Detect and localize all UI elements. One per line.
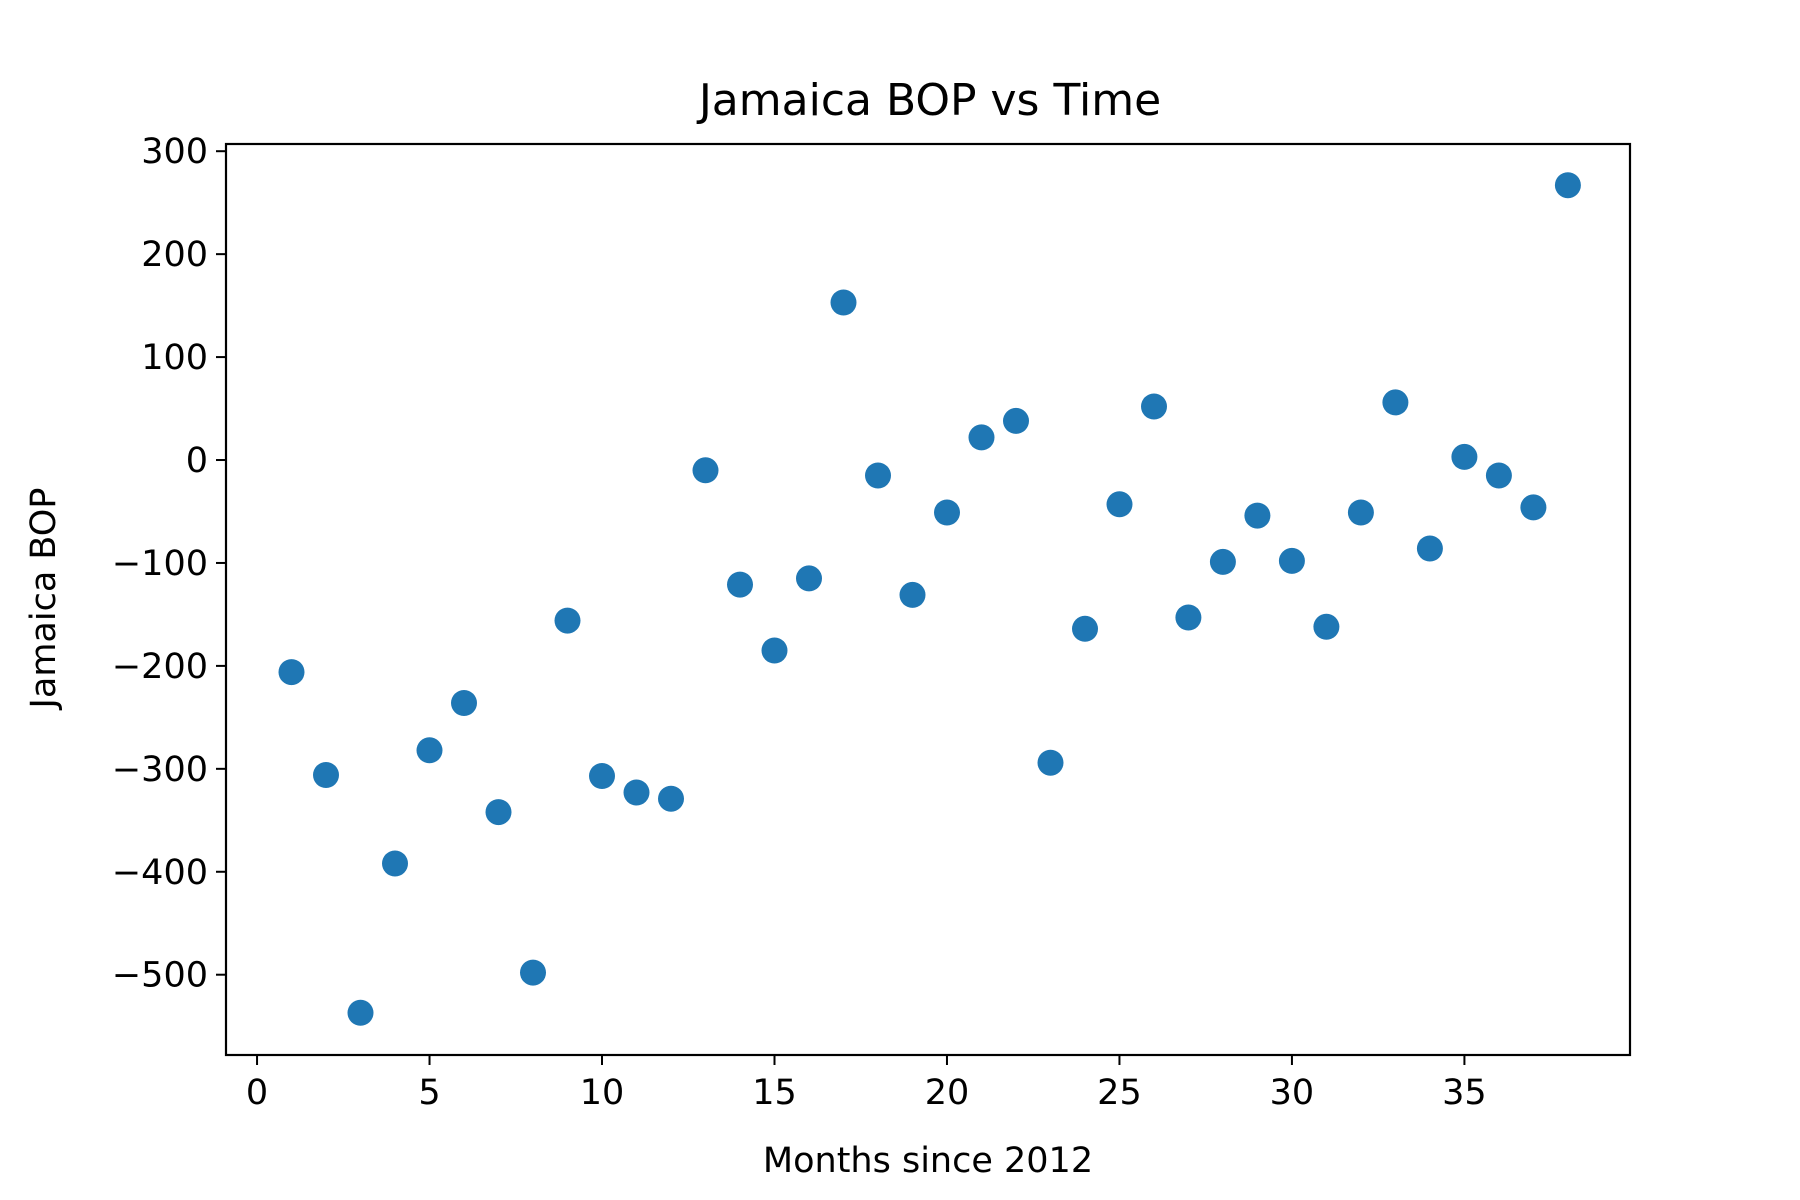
data-point [1416,535,1443,562]
data-point [1313,613,1340,640]
data-point [1485,462,1512,489]
data-point [1106,491,1133,518]
data-point [485,799,512,826]
data-point [1520,494,1547,521]
data-point [347,999,374,1026]
data-point [520,959,546,986]
x-tick-label: 35 [1442,1073,1487,1113]
data-point [451,690,477,716]
data-point [692,457,719,484]
x-axis-label: Months since 2012 [763,1141,1093,1181]
data-point [968,424,995,451]
data-point [830,289,857,316]
data-point [416,737,443,764]
data-point [1209,548,1236,575]
x-tick-label: 0 [246,1073,268,1113]
data-point [278,659,305,686]
y-axis-ticks: 300 200 100 0 −100 −200 −300 −400 −500 [112,132,226,996]
data-point [899,581,926,608]
data-point [1244,502,1271,529]
y-tick-label: −200 [112,647,208,687]
data-point [727,571,753,598]
data-point [1347,499,1374,526]
y-tick-label: −500 [112,956,208,996]
data-point [1278,547,1305,574]
x-tick-label: 20 [925,1073,970,1113]
data-point [623,779,650,806]
data-point [382,850,408,877]
chart-title: Jamaica BOP vs Time [696,75,1161,126]
x-tick-label: 30 [1270,1073,1315,1113]
data-point [1037,749,1064,776]
data-point [658,785,684,812]
y-tick-label: 200 [141,235,208,275]
x-axis-ticks: 0 5 10 15 20 25 30 35 [246,1055,1487,1113]
y-tick-label: 300 [141,132,208,172]
data-point [554,607,581,634]
data-points [278,172,1581,1026]
data-point [1141,393,1167,420]
data-point [1382,389,1409,416]
data-point [1554,172,1581,199]
x-tick-label: 10 [580,1073,625,1113]
y-tick-label: 0 [186,441,208,481]
x-tick-label: 5 [418,1073,440,1113]
data-point [1072,615,1098,642]
data-point [865,462,891,489]
data-point [1451,443,1478,470]
data-point [761,637,788,664]
data-point [313,762,339,788]
data-point [1003,407,1029,434]
x-tick-label: 15 [752,1073,797,1113]
x-tick-label: 25 [1097,1073,1142,1113]
y-axis-label: Jamaica BOP [24,488,64,711]
plot-frame [224,142,1632,1057]
data-point [589,763,615,789]
y-tick-label: 100 [141,338,208,378]
data-point [1175,604,1202,631]
y-tick-label: −100 [112,544,208,584]
y-tick-label: −300 [112,750,208,790]
data-point [934,499,960,526]
y-tick-label: −400 [112,853,208,893]
data-point [796,565,822,592]
